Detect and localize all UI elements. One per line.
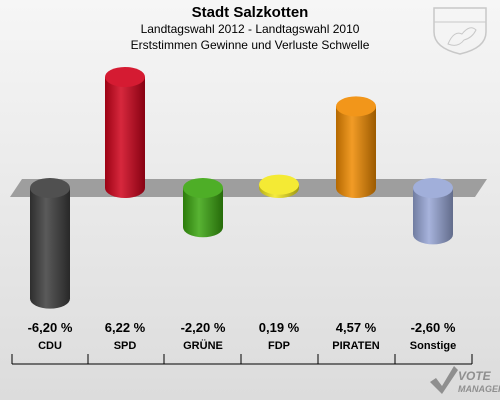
value-label: 6,22 % [105, 320, 146, 335]
chart-subtitle-2: Erststimmen Gewinne und Verluste Schwell… [130, 38, 370, 52]
category-label: SPD [114, 340, 137, 352]
bar-cdu [30, 178, 70, 309]
chart-title: Stadt Salzkotten [191, 4, 309, 21]
category-label: PIRATEN [332, 340, 380, 352]
value-label: -2,20 % [181, 320, 226, 335]
category-label: CDU [38, 340, 62, 352]
bar-fdp [259, 174, 299, 198]
vote-manager-logo: VOTE MANAGER [430, 366, 500, 394]
labels-group: -6,20 % CDU 6,22 % SPD -2,20 % GRÜNE 0,19 % FDP… [28, 320, 457, 352]
value-label: -2,60 % [411, 320, 456, 335]
category-axis [11, 354, 473, 365]
bar-grüne [183, 178, 223, 238]
logo-text-vote: VOTE [458, 369, 492, 383]
value-label: 0,19 % [259, 320, 300, 335]
bar-piraten [336, 96, 376, 198]
checkmark-icon [430, 366, 458, 394]
coat-of-arms-icon [433, 7, 487, 55]
bars-group [30, 66, 453, 309]
value-label: 4,57 % [336, 320, 377, 335]
chart-subtitle: Landtagswahl 2012 - Landtagswahl 2010 [140, 22, 360, 36]
category-label: GRÜNE [183, 339, 223, 352]
bar-spd [105, 66, 145, 198]
bar-sonstige [413, 178, 453, 245]
category-label: Sonstige [410, 340, 456, 352]
category-label: FDP [268, 340, 290, 352]
value-label: -6,20 % [28, 320, 73, 335]
logo-text-manager: MANAGER [458, 384, 500, 394]
